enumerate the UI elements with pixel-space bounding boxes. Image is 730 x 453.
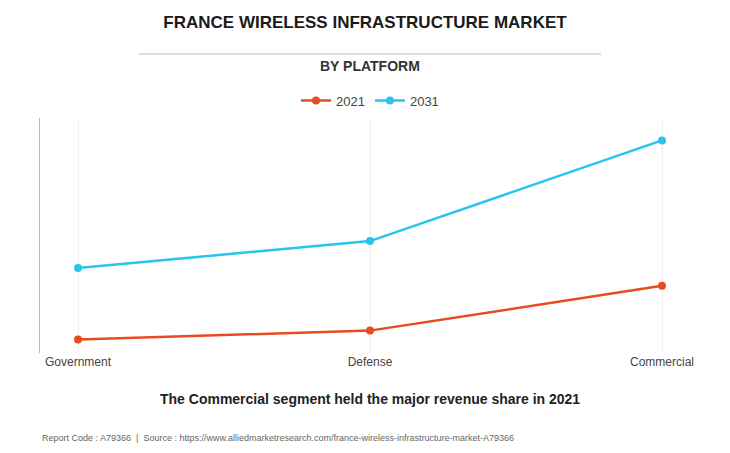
svg-text:Report Code : A79366 | Sourc: Report Code : A79366 | Source : https://… bbox=[42, 433, 514, 443]
svg-text:Defense: Defense bbox=[348, 355, 393, 369]
svg-text:FRANCE WIRELESS INFRASTRUCTURE: FRANCE WIRELESS INFRASTRUCTURE MARKET bbox=[163, 13, 567, 32]
svg-text:2021: 2021 bbox=[336, 94, 365, 109]
svg-text:Commercial: Commercial bbox=[630, 355, 694, 369]
svg-text:2031: 2031 bbox=[410, 94, 439, 109]
svg-text:The Commercial segment held th: The Commercial segment held the major re… bbox=[160, 391, 580, 407]
svg-text:Government: Government bbox=[45, 355, 112, 369]
svg-text:BY PLATFORM: BY PLATFORM bbox=[320, 58, 420, 74]
